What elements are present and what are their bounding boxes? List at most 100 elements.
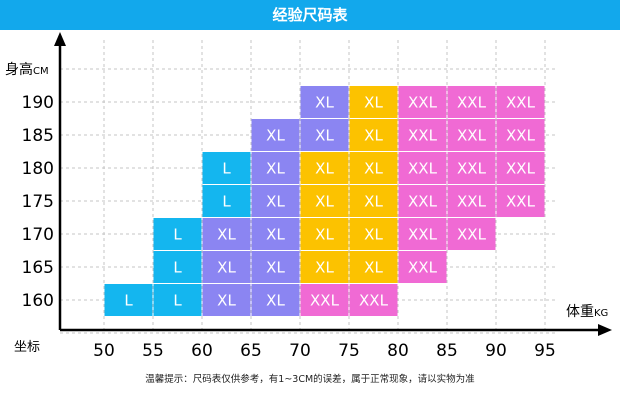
size-cell-label: L [173,292,182,310]
x-tick-label: 70 [289,341,311,361]
x-tick-label: 80 [387,341,409,361]
x-tick-label: 95 [534,341,556,361]
size-cell-label: XL [364,226,383,244]
size-cell [300,251,349,283]
size-cell-label: XL [364,127,383,145]
size-cell [300,119,349,151]
size-cell-label: XL [266,292,285,310]
x-axis-label-main: 体重 [566,304,594,320]
size-cell [398,185,447,217]
size-cell-label: XXL [359,292,389,310]
size-cell [398,152,447,184]
size-cell-label: XXL [408,94,438,112]
size-cell [202,218,251,250]
size-cell [398,86,447,118]
corner-label: 坐标 [14,340,40,355]
size-cell-label: XXL [457,160,487,178]
y-axis-arrow-icon [54,32,66,46]
y-axis-label-main: 身高 [5,61,33,78]
size-cell-label: XXL [457,94,487,112]
y-tick-label: 190 [22,93,54,113]
size-cell-label: XXL [408,259,438,277]
size-cell [349,251,398,283]
y-tick-label: 165 [22,258,54,278]
size-cell [447,152,496,184]
size-cell-label: XL [217,226,236,244]
y-tick-label: 185 [22,126,54,146]
x-tick-label: 75 [338,341,360,361]
size-cell-label: XL [266,193,285,211]
size-cell [251,284,300,316]
y-tick-label: 170 [22,225,54,245]
size-cell [349,284,398,316]
x-tick-label: 55 [142,341,164,361]
size-cell [349,218,398,250]
size-cell [349,86,398,118]
size-cell-label: XL [364,94,383,112]
size-cell [349,119,398,151]
size-cell [496,152,545,184]
y-tick-label: 175 [22,192,54,212]
size-cell-label: XL [266,226,285,244]
x-tick-label: 65 [240,341,262,361]
x-axis-label-unit: KG [594,308,608,319]
size-cell-label: XL [266,160,285,178]
size-cell-label: XXL [457,127,487,145]
size-cell [398,119,447,151]
size-cell [300,152,349,184]
size-cell [496,185,545,217]
size-cell [496,86,545,118]
size-cell-label: XXL [408,127,438,145]
size-cell-label: XL [364,193,383,211]
y-axis-label: 身高CM [5,61,49,78]
size-cell-label: XL [315,94,334,112]
x-tick-label: 85 [436,341,458,361]
size-cell [251,251,300,283]
size-cell-label: XXL [457,193,487,211]
size-cell-label: XL [266,259,285,277]
size-cell-label: XL [315,160,334,178]
x-axis-arrow-icon [598,324,612,336]
size-cell [496,119,545,151]
size-cell-label: XL [315,127,334,145]
size-cell [447,119,496,151]
size-cell [398,218,447,250]
size-cell [153,251,202,283]
size-cell [349,185,398,217]
axes [54,32,612,336]
size-cell [300,185,349,217]
size-cell [398,251,447,283]
size-cell [202,152,251,184]
size-cell-label: XL [315,259,334,277]
size-cell-label: XL [266,127,285,145]
size-cell-label: XXL [408,226,438,244]
size-cell-label: XL [364,160,383,178]
footer-note: 温馨提示：尺码表仅供参考，有1~3CM的误差，属于正常现象，请以实物为准 [145,374,475,385]
size-cell [300,218,349,250]
size-cell-label: XL [315,226,334,244]
size-cell [447,185,496,217]
size-cell [104,284,153,316]
size-cell [349,152,398,184]
size-cell-label: L [124,292,133,310]
size-cell [447,218,496,250]
size-cell-label: XL [315,193,334,211]
size-cell [447,86,496,118]
size-cell [251,185,300,217]
size-cell [251,152,300,184]
x-tick-label: 90 [485,341,507,361]
x-tick-label: 50 [93,341,115,361]
size-cell-label: L [173,226,182,244]
size-cell-label: L [222,160,231,178]
size-cell-label: XXL [506,160,536,178]
size-cell [251,218,300,250]
size-cell-label: L [222,193,231,211]
size-cell-label: XL [217,292,236,310]
size-cell-label: XXL [310,292,340,310]
size-cell-label: XXL [506,193,536,211]
size-cell [153,218,202,250]
size-cell-label: XL [217,259,236,277]
